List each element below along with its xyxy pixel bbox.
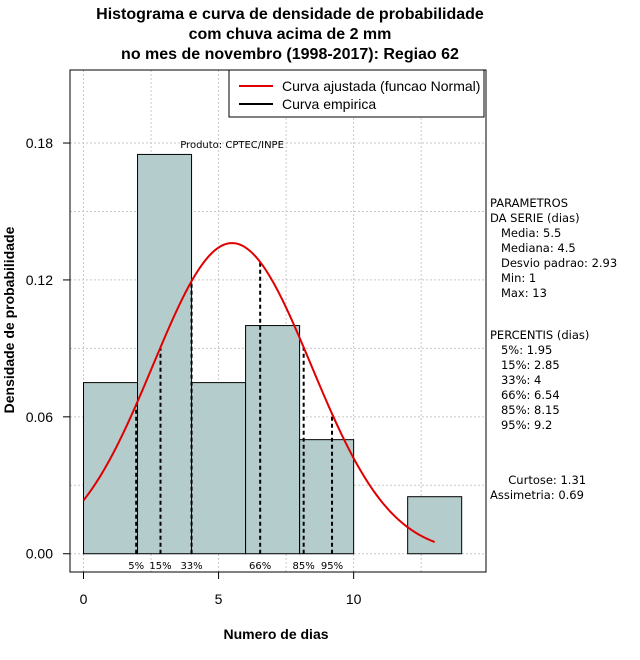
panel-line: 5%: 1.95 <box>490 343 553 357</box>
normal-fit-curve <box>82 242 436 543</box>
percentile-label: 33% <box>180 561 202 572</box>
y-tick-label: 0.06 <box>26 409 53 425</box>
y-tick-label: 0.18 <box>26 135 53 151</box>
panel-line: 85%: 8.15 <box>490 403 560 417</box>
product-annotation: Produto: CPTEC/INPE <box>180 140 284 151</box>
percentile-lines <box>135 262 334 554</box>
panel-line: Assimetria: 0.69 <box>490 488 584 502</box>
series-parameters-panel: PARAMETROS DA SERIE (dias) Media: 5.5 Med… <box>490 196 617 301</box>
percentile-label: 5% <box>128 561 144 572</box>
axes: 0 5 10 0.00 0.06 0.12 0.18 <box>26 135 362 607</box>
y-tick-label: 0.00 <box>26 546 53 562</box>
percentile-label: 85% <box>293 561 315 572</box>
shape-stats-panel: Curtose: 1.31 Assimetria: 0.69 <box>490 473 586 503</box>
panel-line: 66%: 6.54 <box>490 388 560 402</box>
histogram-bar <box>407 496 463 555</box>
percentile-label: 15% <box>149 561 171 572</box>
legend-label-empirical: Curva empirica <box>282 96 376 112</box>
chart-title-line-2: com chuva acima de 2 mm <box>188 26 392 43</box>
x-tick-label: 10 <box>346 591 362 607</box>
panel-line: PERCENTIS (dias) <box>490 328 590 342</box>
x-tick-label: 5 <box>215 591 223 607</box>
chart-title-line-1: Histograma e curva de densidade de proba… <box>96 6 484 23</box>
y-tick-label: 0.12 <box>26 272 53 288</box>
panel-line: PARAMETROS <box>490 196 569 210</box>
histogram-bar <box>137 153 193 555</box>
percentile-labels: 5% 15% 33% 66% 85% 95% <box>128 561 343 572</box>
histogram-bar <box>245 325 301 555</box>
panel-line: 33%: 4 <box>490 373 542 387</box>
panel-line: 15%: 2.85 <box>490 358 560 372</box>
x-tick-label: 0 <box>80 591 88 607</box>
histogram-bar <box>191 382 247 555</box>
legend-label-fit: Curva ajustada (funcao Normal) <box>282 78 480 94</box>
histogram-bar <box>83 382 139 555</box>
panel-line: 95%: 9.2 <box>490 418 553 432</box>
panel-line: Max: 13 <box>490 286 547 300</box>
legend-box <box>228 69 485 118</box>
x-axis-label: Numero de dias <box>223 626 328 642</box>
chart-title-line-3: no mes de novembro (1998-2017): Regiao 6… <box>121 46 459 63</box>
panel-line: DA SERIE (dias) <box>490 211 580 225</box>
percentile-label: 95% <box>321 561 343 572</box>
legend: Curva ajustada (funcao Normal) Curva emp… <box>228 69 485 118</box>
panel-line: Media: 5.5 <box>490 226 562 240</box>
y-axis-label: Densidade de probabilidade <box>1 226 17 413</box>
panel-line: Curtose: 1.31 <box>490 473 587 487</box>
histogram-bars <box>83 153 463 555</box>
percentiles-panel: PERCENTIS (dias) 5%: 1.95 15%: 2.85 33%:… <box>490 328 589 433</box>
percentile-label: 66% <box>249 561 271 572</box>
panel-line: Min: 1 <box>490 271 537 285</box>
histogram-bar <box>299 439 355 555</box>
panel-line: Desvio padrao: 2.93 <box>490 256 618 270</box>
panel-line: Mediana: 4.5 <box>490 241 576 255</box>
